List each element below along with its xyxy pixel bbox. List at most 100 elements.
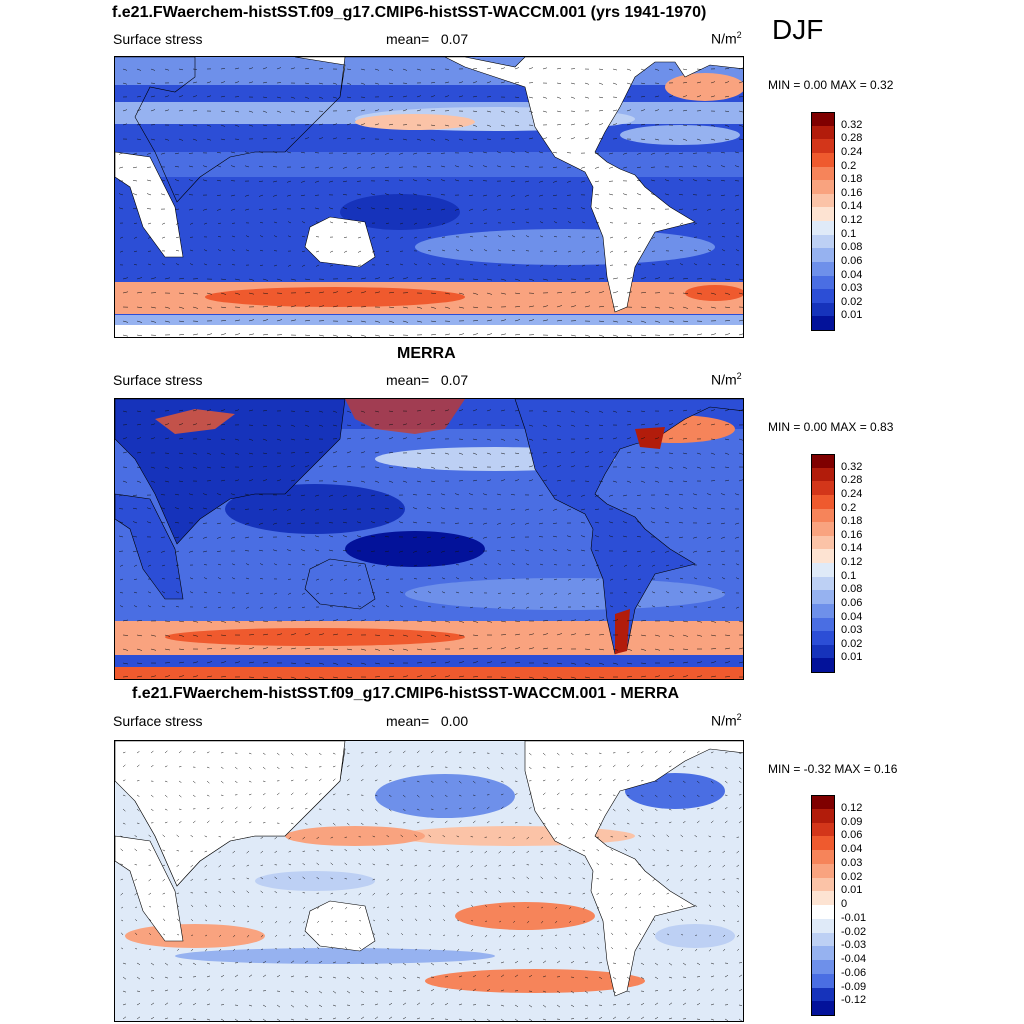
colorbar-tick-label: 0.14 — [841, 200, 863, 213]
colorbar-swatch — [811, 481, 835, 496]
colorbar-tick-label: 0.24 — [841, 145, 863, 158]
panel-3-units: N/m2 — [711, 712, 742, 729]
colorbar-tick-label: 0.09 — [841, 815, 863, 828]
colorbar-swatch — [811, 877, 835, 892]
panel-3-map — [114, 740, 744, 1022]
colorbar-swatch — [811, 234, 835, 249]
colorbar-tick-label: 0.01 — [841, 651, 863, 664]
panel-2-minmax: MIN = 0.00 MAX = 0.83 — [768, 420, 894, 434]
colorbar-swatch — [811, 822, 835, 837]
colorbar-swatch — [811, 166, 835, 181]
colorbar-tick-label: 0.03 — [841, 282, 863, 295]
colorbar-tick-label: 0.1 — [841, 569, 857, 582]
panel-3-colorbar: 0.12 0.09 0.06 0.04 0.03 0.02 0.01 0 -0.01 -0.02-… — [811, 795, 866, 1016]
colorbar-tick-label: 0.2 — [841, 159, 857, 172]
panel-3-minmax: MIN = -0.32 MAX = 0.16 — [768, 762, 898, 776]
colorbar-tick-label: 0.02 — [841, 870, 863, 883]
colorbar-tick-label: 0.03 — [841, 856, 863, 869]
panel-2-colorbar: 0.32 0.28 0.24 0.2 0.18 0.16 0.14 0.12 0.1 0.08 0.… — [811, 454, 862, 673]
colorbar-swatch — [811, 261, 835, 276]
colorbar-tick-label: 0.18 — [841, 515, 863, 528]
colorbar-tick-label: 0.32 — [841, 460, 863, 473]
colorbar-swatch — [811, 289, 835, 304]
colorbar-swatch — [811, 808, 835, 823]
colorbar-tick-label: 0.06 — [841, 254, 863, 267]
colorbar-swatch — [811, 207, 835, 222]
colorbar-tick-label: 0 — [841, 898, 848, 910]
colorbar-swatch — [811, 617, 835, 632]
colorbar-swatch — [811, 603, 835, 618]
season-label: DJF — [772, 14, 824, 45]
panel-1-title: f.e21.FWaerchem-histSST.f09_g17.CMIP6-hi… — [112, 4, 707, 21]
colorbar-tick-label: 0.28 — [841, 132, 863, 145]
colorbar-swatch — [811, 180, 835, 195]
colorbar-swatch — [811, 125, 835, 140]
panel-3-title: f.e21.FWaerchem-histSST.f09_g17.CMIP6-hi… — [132, 685, 680, 702]
colorbar-swatch — [811, 275, 835, 290]
colorbar-swatch — [811, 932, 835, 947]
panel-3-variable: Surface stress — [113, 713, 203, 729]
panel-2-map-svg — [115, 399, 743, 679]
colorbar-swatch — [811, 987, 835, 1002]
colorbar-tick-label: 0.06 — [841, 596, 863, 609]
colorbar-swatch — [811, 836, 835, 851]
colorbar-swatch — [811, 631, 835, 646]
colorbar-swatch — [811, 139, 835, 154]
colorbar-swatch — [811, 316, 835, 331]
colorbar-swatch — [811, 918, 835, 933]
panel-1-units: N/m2 — [711, 30, 742, 47]
colorbar-swatch — [811, 152, 835, 167]
colorbar-tick-label: 0.04 — [841, 610, 863, 623]
colorbar-swatch — [811, 494, 835, 509]
colorbar-swatch — [811, 302, 835, 317]
colorbar-tick-label: 0.32 — [841, 118, 863, 131]
colorbar-swatch — [811, 891, 835, 906]
panel-1-minmax: MIN = 0.00 MAX = 0.32 — [768, 78, 894, 92]
colorbar-swatch — [811, 905, 835, 920]
colorbar-tick-label: 0.12 — [841, 801, 863, 814]
panel-2-variable: Surface stress — [113, 372, 203, 388]
colorbar-tick-label: 0.01 — [841, 884, 863, 897]
colorbar-swatch — [811, 549, 835, 564]
colorbar-swatch — [811, 973, 835, 988]
colorbar-tick-label: 0.12 — [841, 556, 863, 568]
colorbar-tick-label: 0.14 — [841, 542, 863, 555]
colorbar-swatch — [811, 221, 835, 236]
colorbar-tick-label: -0.03 — [841, 939, 867, 952]
panel-1-map-svg — [115, 57, 743, 337]
colorbar-swatch — [811, 658, 835, 673]
colorbar-swatch — [811, 795, 835, 810]
colorbar-tick-label: 0.08 — [841, 241, 863, 254]
colorbar-swatch — [811, 960, 835, 975]
colorbar-swatch — [811, 193, 835, 208]
panel-3-map-svg — [115, 741, 743, 1021]
colorbar-tick-label: 0.12 — [841, 214, 863, 226]
colorbar-tick-label: 0.04 — [841, 843, 863, 855]
colorbar-swatch — [811, 1001, 835, 1016]
colorbar-swatch — [811, 112, 835, 127]
panel-1-map — [114, 56, 744, 338]
panel-1-mean: mean= 0.07 — [386, 31, 469, 47]
panel-2-map — [114, 398, 744, 680]
colorbar-swatch — [811, 850, 835, 865]
colorbar-tick-label: 0.16 — [841, 528, 863, 541]
colorbar-swatch — [811, 467, 835, 482]
colorbar-tick-label: -0.02 — [841, 925, 867, 938]
colorbar-tick-label: 0.01 — [841, 309, 863, 322]
colorbar-tick-label: 0.02 — [841, 637, 863, 650]
colorbar-tick-label: -0.12 — [841, 994, 867, 1007]
colorbar-swatch — [811, 563, 835, 578]
colorbar-swatch — [811, 863, 835, 878]
colorbar-tick-label: 0.06 — [841, 829, 863, 842]
panel-2-title: MERRA — [397, 345, 456, 362]
colorbar-tick-label: 0.24 — [841, 487, 863, 500]
panel-1-variable: Surface stress — [113, 31, 203, 47]
colorbar-tick-label: 0.18 — [841, 173, 863, 186]
colorbar-tick-label: -0.01 — [841, 911, 867, 924]
colorbar-swatch — [811, 644, 835, 659]
colorbar-swatch — [811, 535, 835, 550]
colorbar-tick-label: 0.2 — [841, 501, 857, 514]
colorbar-tick-label: -0.09 — [841, 980, 867, 993]
panel-2-units: N/m2 — [711, 371, 742, 388]
colorbar-tick-label: -0.06 — [841, 966, 867, 979]
